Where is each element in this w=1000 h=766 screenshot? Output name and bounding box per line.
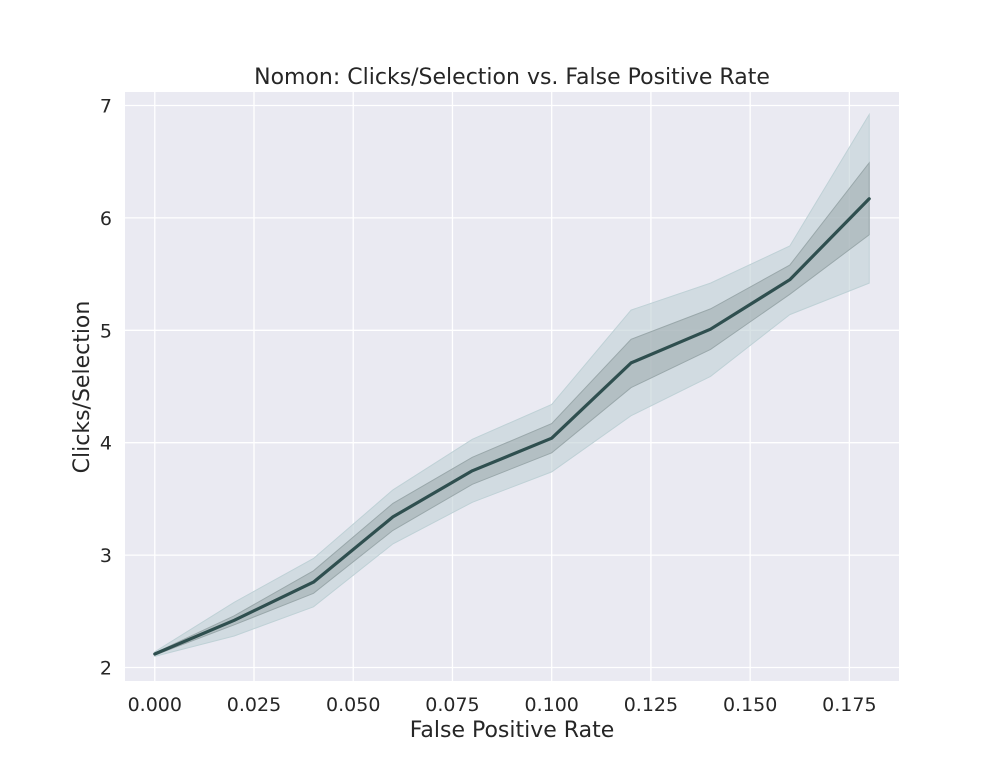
- x-axis-label: False Positive Rate: [410, 718, 614, 743]
- series-line: [153, 197, 871, 656]
- y-tick-label: 4: [100, 433, 112, 455]
- y-tick-labels: 2 3 4 5 6 7: [100, 95, 112, 679]
- y-tick-label: 7: [100, 95, 112, 117]
- x-tick-label: 0.050: [326, 694, 380, 716]
- inner-confidence-band: [154, 161, 870, 656]
- x-tick-label: 0.000: [128, 694, 182, 716]
- y-tick-label: 6: [100, 208, 112, 230]
- x-tick-labels: 0.000 0.025 0.050 0.075 0.100 0.125 0.150 0.175: [128, 694, 877, 716]
- y-tick-label: 2: [100, 658, 112, 680]
- x-tick-label: 0.150: [723, 694, 777, 716]
- confidence-bands: [154, 112, 870, 657]
- x-tick-label: 0.025: [227, 694, 281, 716]
- outer-confidence-band: [154, 112, 870, 657]
- x-tick-label: 0.100: [524, 694, 578, 716]
- chart-title: Nomon: Clicks/Selection vs. False Positi…: [254, 65, 770, 90]
- plot-area: [125, 92, 899, 681]
- y-tick-label: 3: [100, 545, 112, 567]
- y-axis-label: Clicks/Selection: [70, 301, 95, 474]
- x-tick-label: 0.175: [822, 694, 876, 716]
- series-line-group: [153, 197, 871, 656]
- x-tick-label: 0.075: [425, 694, 479, 716]
- x-tick-label: 0.125: [624, 694, 678, 716]
- y-tick-label: 5: [100, 320, 112, 342]
